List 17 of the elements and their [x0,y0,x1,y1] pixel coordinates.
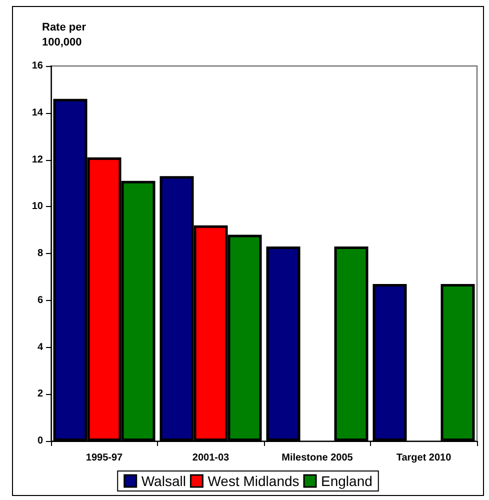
y-tick-label: 8 [37,248,44,259]
y-tick-label: 12 [32,154,44,166]
y-tick-label: 6 [37,294,44,306]
y-tick-label: 2 [37,388,44,400]
x-tick-label: 1995-97 [86,452,124,464]
y-axis-title: Rate per 100,000 [42,22,87,48]
y-tick-label: 14 [32,107,44,118]
legend-label: Walsall [141,473,186,489]
y-tick-label: 4 [37,342,44,353]
x-tick-label: 2001-03 [192,452,230,464]
legend-label: West Midlands [208,473,300,489]
x-tick-label: Milestone 2005 [282,452,354,464]
y-tick-label: 16 [32,60,44,72]
y-tick-label: 0 [37,436,44,446]
x-tick-label: Target 2010 [396,452,452,464]
legend-label: England [321,473,372,489]
y-tick-label: 10 [32,201,44,212]
